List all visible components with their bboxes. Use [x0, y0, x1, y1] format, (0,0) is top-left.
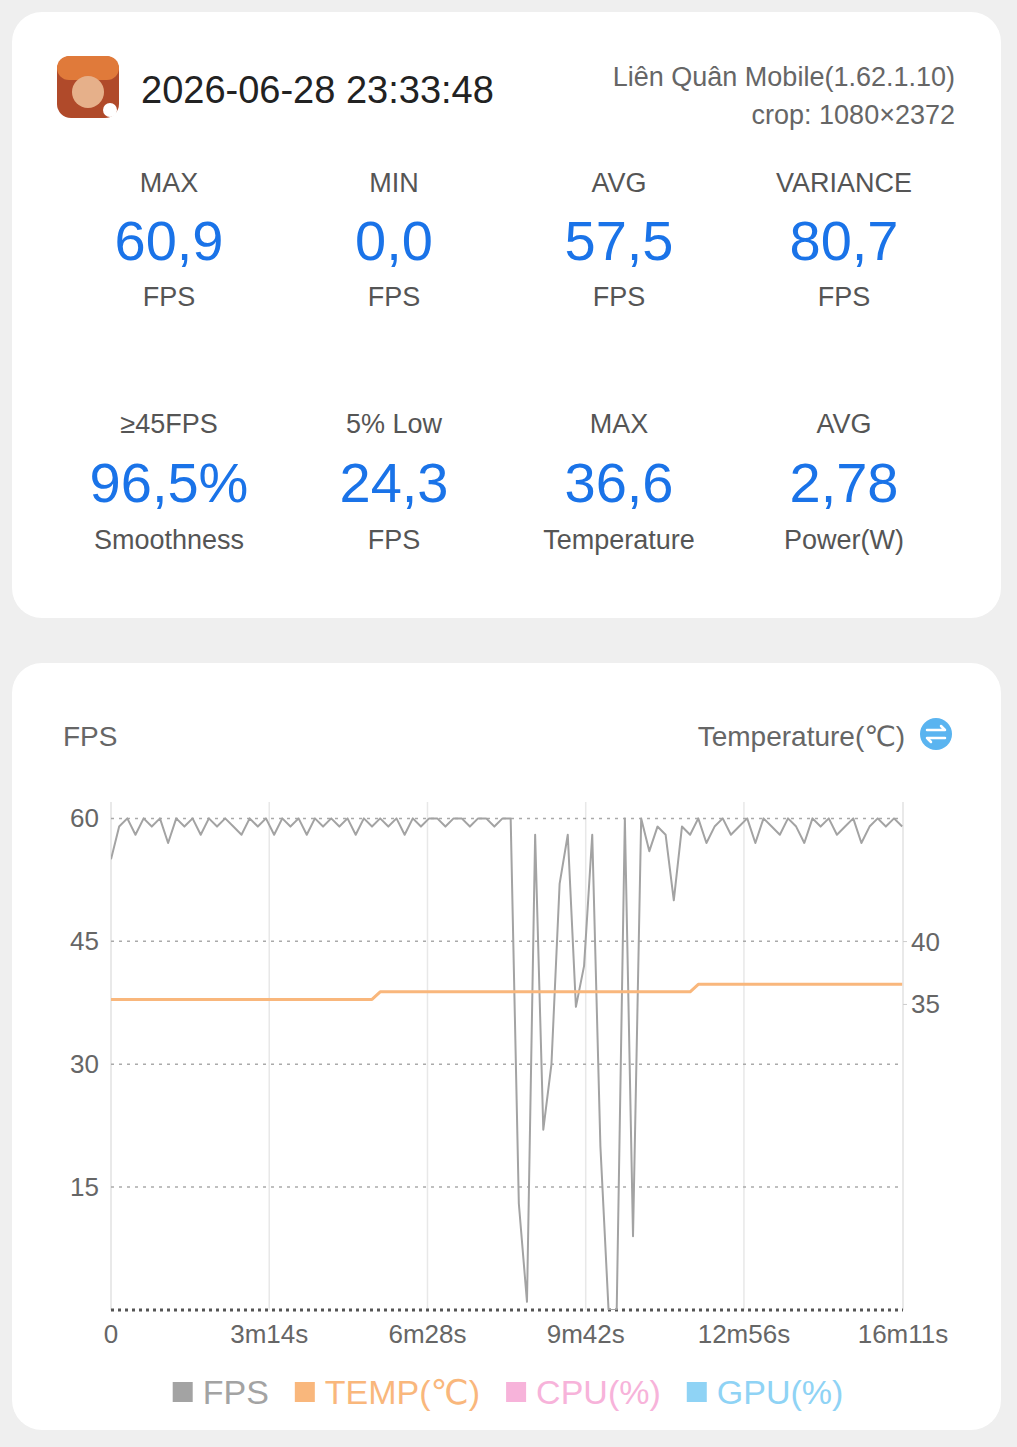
header-app: Liên Quân Mobile(1.62.1.10): [613, 62, 955, 92]
legend-swatch: [173, 1382, 193, 1402]
toggle-icon: [920, 718, 952, 750]
y-grid-line: [111, 1186, 903, 1188]
icon-badge: [103, 103, 117, 117]
stat-label: 5% Low: [346, 409, 443, 439]
stat-label: MIN: [369, 168, 419, 198]
legend-swatch: [506, 1382, 526, 1402]
y2-tick-label: 35: [911, 989, 940, 1019]
stat-unit: Smoothness: [94, 525, 244, 555]
x-tick-label: 3m14s: [230, 1319, 308, 1349]
legend-swatch: [687, 1382, 707, 1402]
stat-unit: FPS: [593, 282, 646, 312]
x-tick-label: 9m42s: [547, 1319, 625, 1349]
y-axis-line: [110, 802, 112, 1310]
legend-label: GPU(%): [717, 1373, 844, 1411]
x-grid-line: [902, 802, 904, 1310]
x-grid-line: [743, 802, 745, 1310]
legend: FPS TEMP(℃) CPU(%) GPU(%): [173, 1373, 844, 1411]
icon-face: [72, 76, 104, 108]
x-grid-line: [427, 802, 429, 1310]
x-axis-line: [111, 1309, 903, 1312]
series-line: [111, 984, 902, 999]
toggle-arrows: [927, 726, 945, 742]
plot-data: [111, 802, 902, 1310]
x-grid-line: [110, 802, 112, 1310]
x-tick-label: 16m11s: [858, 1319, 949, 1349]
stat-unit: Power(W): [784, 525, 904, 555]
y-axis-title: FPS: [63, 721, 117, 752]
x-grid-line: [585, 802, 587, 1310]
page: 2026-06-28 23:33:48 Liên Quân Mobile(1.62…: [0, 0, 1017, 1447]
stat-unit: FPS: [368, 525, 421, 555]
stat-label: AVG: [591, 168, 646, 198]
y2-tick-label: 40: [911, 927, 940, 957]
y-tick-label: 15: [70, 1172, 99, 1202]
stat-unit: Temperature: [543, 525, 695, 555]
stat-label: ≥45FPS: [120, 409, 217, 439]
stat-unit: FPS: [818, 282, 871, 312]
stat-value: 24,3: [340, 451, 449, 514]
y2-axis-title: Temperature(℃): [698, 721, 905, 752]
y2-tick: [903, 941, 907, 942]
y-tick-label: 30: [70, 1049, 99, 1079]
x-tick-label: 12m56s: [698, 1319, 791, 1349]
y2-tick: [903, 1004, 907, 1005]
icon-bg: [57, 56, 119, 118]
chart-card: [12, 663, 1001, 1430]
legend-swatch: [295, 1382, 315, 1402]
app-icon: [57, 56, 119, 118]
stats-card: [12, 12, 1001, 618]
stat-value: 80,7: [790, 209, 899, 272]
stat-label: AVG: [816, 409, 871, 439]
stat-value: 0,0: [355, 209, 433, 272]
stat-unit: FPS: [143, 282, 196, 312]
header-title: 2026-06-28 23:33:48: [141, 69, 494, 111]
y2-axis-line: [902, 802, 904, 1310]
stat-unit: FPS: [368, 282, 421, 312]
series-line: [111, 818, 902, 1310]
stat-value: 36,6: [565, 451, 674, 514]
stat-label: MAX: [590, 409, 649, 439]
legend-label: FPS: [203, 1373, 269, 1411]
y-tick-label: 45: [70, 926, 99, 956]
y-grid-line: [111, 1063, 903, 1065]
x-grid-line: [268, 802, 270, 1310]
legend-label: CPU(%): [536, 1373, 661, 1411]
header-crop: crop: 1080×2372: [752, 100, 955, 130]
toggle-bg: [920, 718, 952, 750]
x-tick-label: 6m28s: [388, 1319, 466, 1349]
x-tick-label: 0: [104, 1319, 118, 1349]
legend-label: TEMP(℃): [325, 1373, 480, 1411]
y-tick-label: 60: [70, 803, 99, 833]
stat-value: 96,5%: [90, 451, 249, 514]
stat-label: VARIANCE: [776, 168, 912, 198]
stat-label: MAX: [140, 168, 199, 198]
stat-value: 2,78: [790, 451, 899, 514]
stat-value: 60,9: [115, 209, 224, 272]
stat-value: 57,5: [565, 209, 674, 272]
y-grid-line: [111, 941, 903, 943]
